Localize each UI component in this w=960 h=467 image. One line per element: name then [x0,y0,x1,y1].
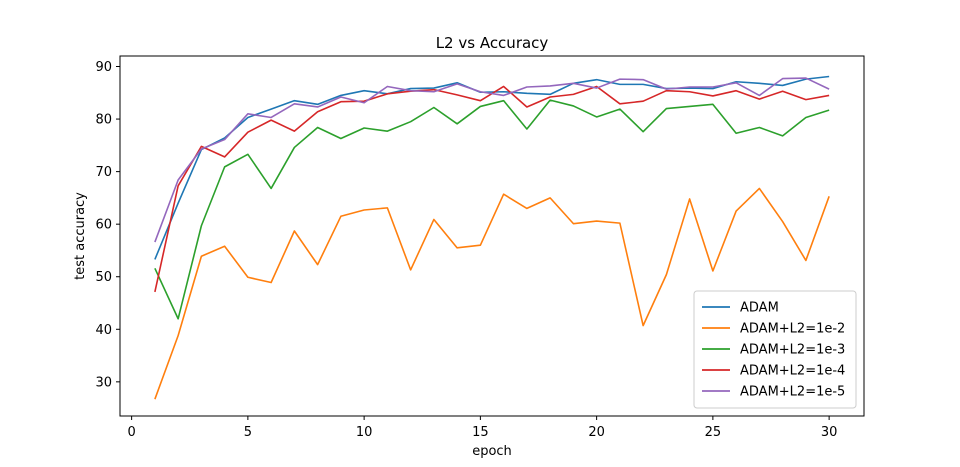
x-tick-label: 0 [127,425,135,440]
series-line-5 [154,77,830,243]
x-tick-label: 5 [244,425,252,440]
plot-area-frame [119,55,865,417]
y-tick-label: 80 [95,113,112,128]
y-axis-label: test accuracy [73,192,88,280]
legend: ADAM ADAM+L2=1e-2 ADAM+L2=1e-3 ADAM+L2=1e-4… [693,290,857,409]
series-line-1 [154,75,830,260]
x-axis-ticks: 0 5 10 15 20 25 30 [127,416,837,440]
series-line-4 [154,85,830,293]
legend-label: ADAM+L2=1e-3 [740,343,845,358]
legend-label: ADAM+L2=1e-2 [740,322,845,337]
chart-title: L2 vs Accuracy [436,34,549,52]
series-line-2 [154,187,830,400]
legend-label: ADAM [740,301,779,316]
x-tick-label: 15 [472,425,489,440]
y-tick-label: 30 [95,375,112,390]
x-axis-label: epoch [472,444,512,459]
y-tick-label: 60 [95,218,112,233]
legend-label: ADAM+L2=1e-4 [740,364,845,379]
y-tick-label: 40 [95,323,112,338]
x-tick-label: 10 [356,425,373,440]
x-tick-label: 20 [588,425,605,440]
plot-lines [154,75,830,400]
y-axis-ticks: 30 40 50 60 70 80 90 [95,60,120,390]
x-tick-label: 25 [705,425,722,440]
y-tick-label: 70 [95,165,112,180]
x-tick-label: 30 [821,425,838,440]
legend-box [693,290,857,409]
y-tick-label: 90 [95,60,112,75]
legend-label: ADAM+L2=1e-5 [740,385,845,400]
y-tick-label: 50 [95,270,112,285]
series-line-3 [154,99,830,320]
